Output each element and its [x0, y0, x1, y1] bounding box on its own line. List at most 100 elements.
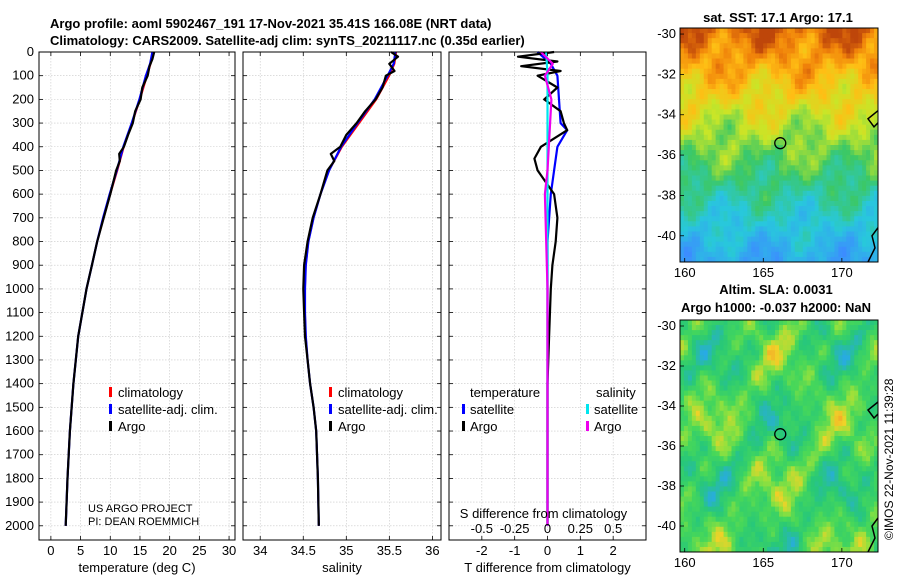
heatmap-cell: [786, 350, 792, 356]
heatmap-cell: [711, 330, 717, 336]
heatmap-cell: [779, 541, 784, 548]
heatmap-cell: [691, 420, 697, 427]
heatmap-cell: [862, 345, 867, 351]
heatmap-cell: [814, 236, 819, 243]
heatmap-cell: [723, 216, 728, 222]
heatmap-cell: [723, 155, 728, 161]
heatmap-cell: [822, 446, 827, 452]
heatmap-cell: [771, 486, 776, 492]
heatmap-cell: [763, 320, 768, 326]
heatmap-cell: [739, 355, 744, 361]
heatmap-cell: [691, 405, 697, 412]
heatmap-cell: [846, 200, 851, 207]
heatmap-cell: [747, 200, 752, 207]
heatmap-cell: [822, 546, 827, 553]
heatmap-cell: [775, 370, 780, 376]
heatmap-cell: [854, 175, 859, 182]
heatmap-cell: [854, 145, 859, 151]
heatmap-cell: [779, 400, 784, 407]
heatmap-cell: [687, 511, 693, 518]
y-tick-label: 1800: [5, 470, 34, 485]
heatmap-cell: [838, 365, 843, 371]
heatmap-cell: [683, 425, 689, 432]
heatmap-cell: [822, 221, 827, 227]
heatmap-cell: [687, 390, 693, 397]
heatmap-cell: [775, 390, 780, 397]
heatmap-cell: [870, 73, 875, 80]
heatmap-cell: [782, 370, 788, 376]
heatmap-cell: [854, 516, 859, 523]
heatmap-cell: [802, 124, 808, 131]
heatmap-cell: [794, 43, 800, 49]
heatmap-cell: [870, 491, 875, 497]
heatmap-cell: [866, 28, 871, 34]
heatmap-cell: [771, 200, 776, 207]
heatmap-cell: [731, 375, 736, 381]
heatmap-cell: [874, 231, 879, 237]
heatmap-cell: [862, 211, 867, 217]
heatmap-cell: [755, 73, 760, 80]
heatmap-cell: [826, 375, 831, 381]
heatmap-cell: [858, 68, 863, 75]
heatmap-cell: [767, 216, 772, 222]
heatmap-cell: [842, 375, 847, 381]
heatmap-cell: [703, 78, 709, 85]
heatmap-cell: [846, 124, 851, 131]
heatmap-cell: [680, 165, 685, 171]
heatmap-cell: [691, 38, 697, 44]
heatmap-cell: [775, 221, 780, 227]
heatmap-cell: [743, 511, 748, 518]
heatmap-cell: [715, 466, 720, 472]
heatmap-cell: [802, 486, 808, 492]
heatmap-cell: [775, 360, 780, 366]
heatmap-cell: [790, 536, 796, 543]
heatmap-cell: [703, 320, 709, 326]
heatmap-cell: [687, 375, 693, 381]
heatmap-cell: [727, 385, 732, 392]
heatmap-cell: [834, 481, 839, 487]
heatmap-cell: [687, 200, 693, 207]
heatmap-cell: [699, 256, 705, 263]
heatmap-cell: [751, 370, 756, 376]
heatmap-cell: [779, 375, 784, 381]
heatmap-cell: [874, 390, 879, 397]
heatmap-cell: [683, 496, 689, 502]
heatmap-cell: [846, 251, 851, 258]
heatmap-cell: [814, 104, 819, 110]
heatmap-cell: [846, 83, 851, 90]
heatmap-cell: [751, 124, 756, 131]
heatmap-cell: [854, 33, 859, 39]
heatmap-cell: [862, 155, 867, 161]
heatmap-cell: [683, 400, 689, 407]
heatmap-cell: [790, 481, 796, 487]
heatmap-cell: [747, 380, 752, 386]
heatmap-cell: [759, 129, 764, 136]
y-tick-label: 1400: [5, 376, 34, 391]
heatmap-cell: [779, 236, 784, 243]
heatmap-cell: [826, 541, 831, 548]
heatmap-cell: [711, 405, 717, 412]
heatmap-cell: [771, 400, 776, 407]
heatmap-cell: [814, 375, 819, 381]
argo-position-marker: [774, 137, 787, 150]
heatmap-cell: [850, 145, 855, 151]
heatmap-cell: [814, 145, 819, 151]
heatmap-cell: [846, 370, 851, 376]
heatmap-cell: [680, 94, 685, 100]
heatmap-cell: [767, 385, 772, 392]
heatmap-cell: [822, 206, 827, 212]
heatmap-cell: [830, 165, 835, 171]
heatmap-cell: [771, 430, 776, 437]
heatmap-cell: [719, 28, 724, 34]
heatmap-cell: [794, 236, 800, 243]
heatmap-cell: [711, 461, 717, 467]
heatmap-cell: [719, 370, 724, 376]
heatmap-cell: [759, 246, 764, 253]
heatmap-cell: [699, 38, 705, 44]
legend-title-temperature: temperature: [470, 385, 540, 400]
heatmap-cell: [786, 365, 792, 371]
x-tick-label: 165: [752, 265, 774, 280]
heatmap-cell: [838, 340, 843, 346]
heatmap-cell: [826, 251, 831, 258]
